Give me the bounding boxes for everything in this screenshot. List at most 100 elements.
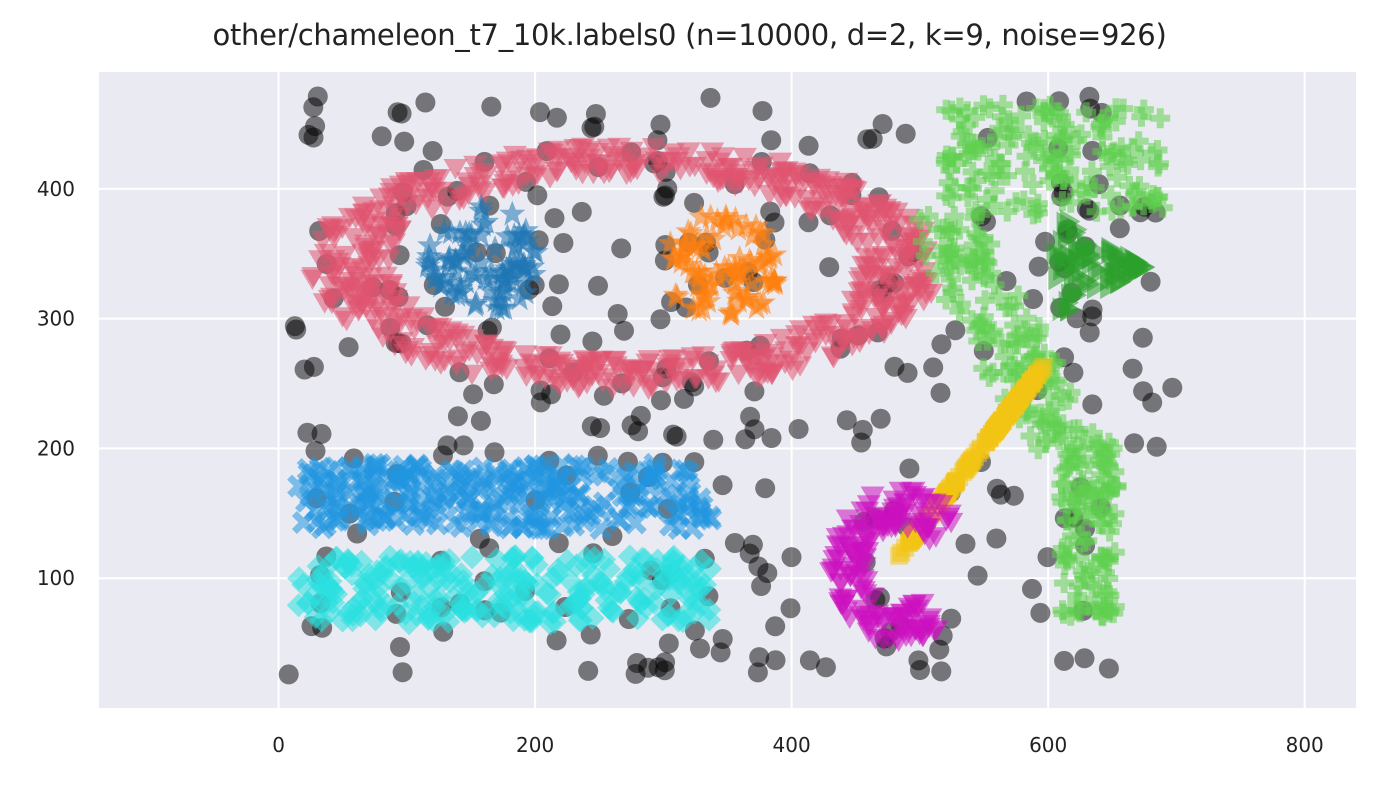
point-marker [761, 130, 782, 151]
point-marker [664, 283, 691, 309]
point-marker [361, 224, 386, 245]
point-marker [716, 300, 743, 326]
data-point [380, 178, 405, 199]
point-marker [437, 219, 464, 245]
point-marker [712, 475, 733, 496]
point-marker [584, 116, 605, 137]
data-point [514, 366, 539, 387]
point-marker [621, 377, 646, 398]
data-point [1123, 196, 1143, 217]
point-marker [648, 164, 672, 186]
data-point [474, 334, 499, 356]
point-marker [308, 250, 333, 271]
point-marker [802, 197, 827, 218]
point-marker [1028, 439, 1049, 460]
point-marker [278, 664, 299, 685]
point-marker [852, 419, 873, 440]
point-marker [470, 162, 495, 184]
point-marker [1098, 602, 1119, 623]
point-marker [341, 228, 366, 249]
data-point [442, 248, 469, 274]
point-marker [499, 200, 526, 226]
point-marker [286, 319, 307, 340]
x-tick-label: 600 [1029, 733, 1067, 757]
point-marker [611, 484, 635, 508]
data-point [852, 202, 876, 223]
data-point [619, 155, 644, 177]
point-marker [590, 372, 615, 393]
data-point [1030, 602, 1051, 623]
data-point [414, 485, 438, 509]
data-point [391, 186, 416, 207]
point-marker [765, 650, 786, 671]
data-point [902, 595, 927, 616]
data-point [1027, 198, 1047, 219]
point-marker [558, 474, 582, 498]
data-point [366, 454, 390, 478]
point-marker [885, 258, 910, 279]
data-point [680, 294, 707, 320]
point-marker [1107, 262, 1128, 287]
data-point [339, 272, 364, 293]
point-marker [590, 418, 611, 438]
data-point [480, 514, 503, 538]
point-marker [755, 478, 776, 499]
point-marker [738, 269, 765, 295]
point-marker [1022, 578, 1042, 599]
data-point [341, 228, 366, 249]
point-marker [950, 255, 971, 276]
data-point [590, 418, 611, 438]
data-point [458, 221, 485, 247]
data-point [857, 265, 882, 286]
point-marker [1150, 108, 1171, 129]
point-marker [755, 343, 780, 365]
data-point [885, 258, 910, 279]
data-point [788, 337, 813, 358]
point-marker [392, 662, 413, 683]
data-point [832, 314, 857, 335]
point-marker [700, 225, 727, 251]
point-marker [599, 598, 624, 623]
data-point [1131, 106, 1152, 127]
point-marker [902, 595, 927, 616]
x-tick-label: 800 [1286, 733, 1324, 757]
point-marker [680, 294, 707, 320]
data-point [390, 637, 410, 657]
data-point [848, 293, 873, 315]
data-point [992, 412, 1011, 431]
point-marker [666, 426, 687, 447]
data-point [571, 454, 595, 478]
point-marker [470, 410, 491, 431]
data-point [657, 230, 684, 256]
data-point [1048, 266, 1069, 291]
point-marker [422, 141, 443, 161]
data-point [1007, 325, 1028, 345]
series-cluster-1-ring- [300, 137, 944, 400]
data-point [1150, 108, 1171, 129]
data-point [533, 369, 557, 391]
point-marker [490, 357, 515, 378]
data-point [470, 211, 496, 237]
data-point [513, 569, 538, 594]
data-point [1098, 602, 1119, 623]
data-point [773, 186, 798, 207]
data-point [764, 212, 785, 233]
data-point [373, 506, 396, 529]
point-marker [988, 285, 1009, 306]
data-point [404, 311, 429, 332]
point-marker [506, 470, 530, 494]
data-point [747, 662, 768, 683]
data-point [1065, 173, 1086, 194]
point-marker [799, 650, 820, 671]
point-marker [490, 178, 515, 199]
point-marker [490, 594, 515, 619]
data-point [525, 165, 549, 186]
point-marker [619, 141, 644, 163]
point-marker [1098, 568, 1119, 589]
data-point [590, 372, 615, 393]
point-marker [1051, 474, 1072, 495]
data-point [424, 264, 451, 289]
point-marker [463, 384, 484, 405]
data-point [970, 204, 991, 225]
data-point [463, 289, 490, 315]
